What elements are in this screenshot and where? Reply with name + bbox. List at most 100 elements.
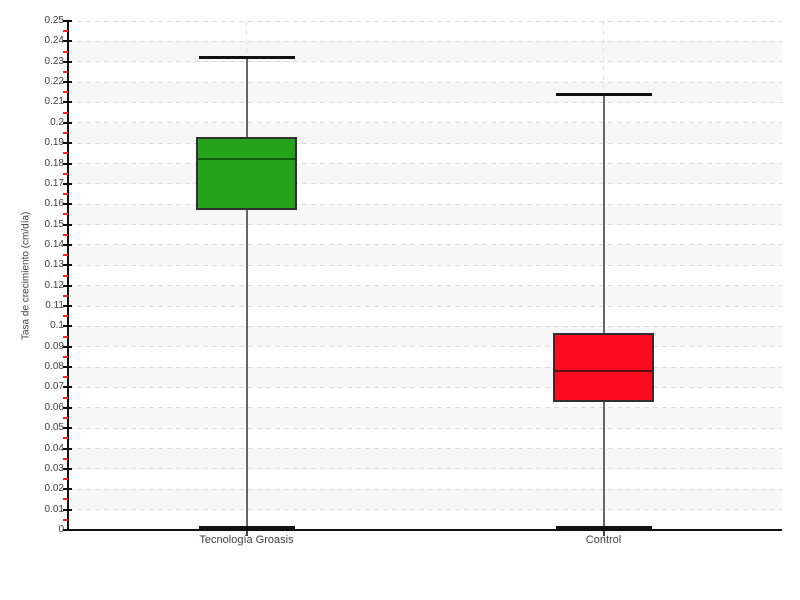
- y-major-tick: [63, 142, 72, 145]
- gridline-horizontal: [68, 20, 782, 22]
- median-line: [555, 370, 652, 373]
- whisker-cap-top: [198, 56, 295, 60]
- y-tick-label: 0.23: [44, 55, 64, 67]
- gridline-horizontal: [68, 305, 782, 307]
- grid-band: [68, 244, 782, 266]
- gridline-horizontal: [68, 264, 782, 266]
- y-minor-tick: [63, 518, 68, 521]
- gridline-horizontal: [68, 285, 782, 287]
- y-major-tick: [63, 264, 72, 267]
- y-minor-tick: [63, 478, 68, 481]
- y-tick-label: 0.14: [44, 238, 64, 250]
- y-tick-label: 0.22: [44, 76, 64, 88]
- y-major-tick: [63, 101, 72, 104]
- median-line: [198, 158, 295, 161]
- y-minor-tick: [63, 233, 68, 236]
- gridline-horizontal: [68, 183, 782, 185]
- whisker-line: [245, 57, 248, 528]
- y-minor-tick: [63, 396, 68, 399]
- y-tick-label: 0.24: [44, 35, 64, 47]
- y-minor-tick: [63, 457, 68, 460]
- y-minor-tick: [63, 355, 68, 358]
- y-tick-label: 0.01: [44, 503, 64, 515]
- gridline-horizontal: [68, 244, 782, 246]
- y-major-tick: [63, 529, 72, 531]
- gridline-horizontal: [68, 61, 782, 63]
- y-tick-label: 0.07: [44, 381, 64, 393]
- y-major-tick: [63, 81, 72, 84]
- y-major-tick: [63, 447, 72, 450]
- y-minor-tick: [63, 91, 68, 94]
- y-major-tick: [63, 203, 72, 206]
- gridline-horizontal: [68, 386, 782, 388]
- y-major-tick: [63, 60, 72, 63]
- y-major-tick: [63, 386, 72, 389]
- gridline-horizontal: [68, 407, 782, 409]
- y-minor-tick: [63, 193, 68, 196]
- whisker-cap-bottom: [198, 526, 295, 530]
- y-minor-tick: [63, 335, 68, 338]
- y-minor-tick: [63, 376, 68, 379]
- y-major-tick: [63, 366, 72, 369]
- grid-band: [68, 122, 782, 144]
- y-major-tick: [63, 325, 72, 328]
- y-tick-label: 0.13: [44, 259, 64, 271]
- y-major-tick: [63, 284, 72, 287]
- y-minor-tick: [63, 50, 68, 53]
- whisker-cap-top: [555, 92, 652, 96]
- gridline-horizontal: [68, 203, 782, 205]
- gridline-horizontal: [68, 346, 782, 348]
- y-minor-tick: [63, 294, 68, 297]
- y-minor-tick: [63, 254, 68, 257]
- x-tick: [245, 531, 248, 536]
- y-tick-label: 0.06: [44, 401, 64, 413]
- y-major-tick: [63, 467, 72, 470]
- gridline-horizontal: [68, 163, 782, 165]
- y-tick-label: 0.25: [44, 15, 64, 26]
- whisker-cap-bottom: [555, 526, 652, 530]
- grid-band: [68, 367, 782, 388]
- grid-band: [68, 82, 782, 103]
- y-major-tick: [63, 427, 72, 430]
- gridline-horizontal: [68, 81, 782, 83]
- y-tick-label: 0.17: [44, 177, 64, 189]
- y-minor-tick: [63, 315, 68, 318]
- y-tick-label: 0.2: [50, 116, 64, 128]
- y-tick-label: 0.12: [44, 279, 64, 291]
- gridline-horizontal: [68, 142, 782, 144]
- gridline-horizontal: [68, 509, 782, 511]
- y-tick-label: 0.03: [44, 462, 64, 474]
- grid-band: [68, 204, 782, 225]
- grid-band: [68, 285, 782, 307]
- y-axis-line: [67, 21, 69, 531]
- x-axis-line: [67, 529, 782, 531]
- gridline-horizontal: [68, 40, 782, 42]
- grid-band: [68, 326, 782, 347]
- y-major-tick: [63, 305, 72, 308]
- y-tick-label: 0.15: [44, 218, 64, 230]
- y-major-tick: [63, 182, 72, 185]
- grid-band: [68, 489, 782, 510]
- plot-area: [68, 20, 782, 530]
- grid-band: [68, 163, 782, 184]
- y-tick-label: 0.21: [44, 96, 64, 108]
- x-category-label: Control: [585, 534, 622, 546]
- y-major-tick: [63, 508, 72, 511]
- y-major-tick: [63, 121, 72, 124]
- y-major-tick: [63, 345, 72, 348]
- y-major-tick: [63, 406, 72, 409]
- y-minor-tick: [63, 437, 68, 440]
- y-major-tick: [63, 20, 72, 22]
- y-minor-tick: [63, 70, 68, 73]
- gridline-horizontal: [68, 325, 782, 327]
- gridline-horizontal: [68, 366, 782, 368]
- y-minor-tick: [63, 30, 68, 33]
- gridline-horizontal: [68, 448, 782, 450]
- y-tick-label: 0: [58, 524, 64, 535]
- gridline-horizontal: [68, 101, 782, 103]
- gridline-horizontal: [68, 122, 782, 124]
- x-category-label: Tecnología Groasis: [199, 534, 294, 546]
- y-tick-label: 0.19: [44, 137, 64, 149]
- grid-band: [68, 41, 782, 62]
